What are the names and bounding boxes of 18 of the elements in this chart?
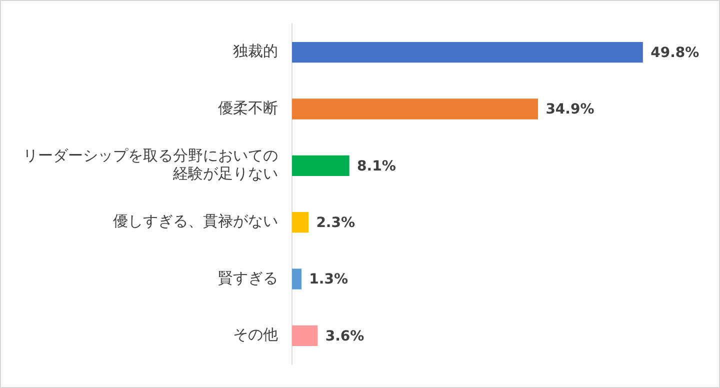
y-tick-label: 独裁的 xyxy=(233,42,278,60)
bar xyxy=(292,212,309,233)
bar xyxy=(292,155,350,176)
bar xyxy=(292,325,318,346)
y-tick-label: 賢すぎる xyxy=(218,268,278,287)
y-tick-label: リーダーシップを取る分野においての経験が足りない xyxy=(23,146,278,183)
bar xyxy=(292,42,643,63)
bar xyxy=(292,98,538,120)
data-label: 49.8% xyxy=(650,44,700,61)
data-label: 2.3% xyxy=(316,214,356,231)
data-label: 34.9% xyxy=(546,102,594,118)
data-label: 3.6% xyxy=(325,328,364,344)
y-tick-label: その他 xyxy=(233,326,278,344)
y-tick-label: 優柔不断 xyxy=(218,98,278,117)
data-label: 8.1% xyxy=(357,158,396,174)
data-label: 1.3% xyxy=(309,272,348,288)
bar xyxy=(292,268,302,290)
y-tick-label: 優しすぎる、貫禄がない xyxy=(113,212,278,230)
